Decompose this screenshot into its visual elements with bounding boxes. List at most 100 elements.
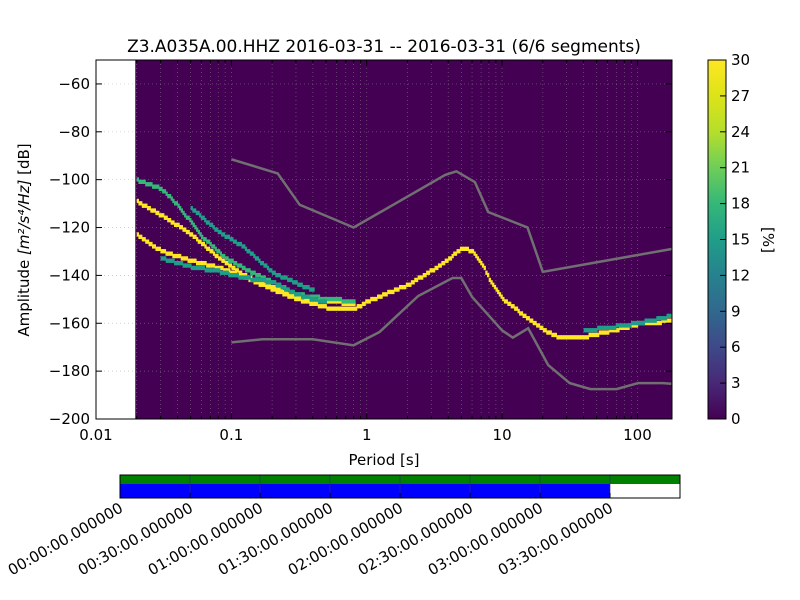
- psd-cell-series-0: [319, 304, 322, 309]
- psd-cell-series-1: [343, 301, 346, 306]
- psd-cell-series-0: [586, 335, 590, 340]
- psd-cell-series-3: [255, 277, 258, 283]
- psd-cell-series-5: [661, 316, 664, 321]
- psd-cell-series-4: [260, 261, 263, 266]
- psd-cell-series-3: [197, 265, 201, 271]
- psd-cell-series-0: [453, 251, 456, 256]
- psd-cell-series-1: [334, 299, 337, 304]
- psd-cell-series-0: [607, 330, 610, 335]
- psd-cell-series-3: [295, 292, 299, 297]
- psd-cell-series-2: [141, 179, 145, 184]
- psd-cell-series-1: [294, 294, 297, 299]
- psd-cell-series-2: [260, 275, 263, 280]
- psd-cell-series-5: [637, 320, 640, 326]
- psd-cell-series-2: [189, 218, 192, 223]
- psd-cell-series-1: [234, 268, 238, 273]
- psd-cell-series-1: [197, 239, 200, 244]
- psd-cell-series-0: [463, 246, 466, 251]
- psd-cell-series-2: [344, 299, 348, 304]
- psd-cell-series-0: [292, 294, 295, 299]
- psd-cell-series-2: [172, 198, 175, 204]
- psd-cell-series-4: [249, 251, 253, 256]
- psd-cell-series-0: [196, 261, 199, 266]
- psd-cell-series-2: [221, 253, 224, 259]
- psd-cell-series-0: [270, 287, 273, 292]
- psd-cell-series-1: [304, 296, 307, 302]
- psd-cell-series-2: [319, 296, 322, 302]
- psd-cell-series-4: [300, 282, 303, 287]
- psd-cell-series-2: [326, 296, 329, 302]
- psd-cell-series-3: [218, 268, 221, 273]
- psd-cell-series-0: [465, 246, 468, 251]
- psd-cell-series-0: [136, 232, 139, 237]
- data-coverage-background: [135, 60, 672, 419]
- psd-cell-series-1: [145, 203, 148, 208]
- psd-cell-series-1: [233, 265, 236, 271]
- psd-cell-series-0: [380, 294, 383, 299]
- psd-cell-series-2: [212, 244, 216, 249]
- psd-cell-series-1: [268, 282, 271, 287]
- psd-cell-series-2: [300, 292, 304, 297]
- psd-cell-series-1: [157, 210, 160, 216]
- psd-cell-series-0: [382, 292, 385, 297]
- psd-cell-series-0: [495, 287, 498, 292]
- psd-cell-series-2: [207, 239, 211, 244]
- psd-cell-series-0: [541, 325, 544, 330]
- psd-cell-series-3: [301, 294, 304, 299]
- psd-cell-series-0: [422, 273, 425, 278]
- psd-cell-series-0: [299, 296, 302, 302]
- psd-cell-series-4: [276, 273, 280, 278]
- psd-cell-series-0: [563, 335, 566, 340]
- psd-cell-series-0: [348, 306, 351, 311]
- psd-cell-series-1: [326, 299, 329, 304]
- psd-cell-series-2: [174, 201, 177, 206]
- psd-cell-series-0: [410, 280, 414, 285]
- psd-cell-series-4: [285, 275, 288, 280]
- psd-cell-series-1: [170, 220, 173, 225]
- psd-cell-series-1: [194, 234, 197, 239]
- psd-cell-series-0: [591, 332, 595, 338]
- psd-cell-series-4: [304, 285, 307, 290]
- psd-cell-series-0: [553, 332, 556, 338]
- psd-cell-series-3: [324, 299, 327, 304]
- psd-cell-series-2: [331, 296, 334, 302]
- psd-cell-series-0: [334, 306, 337, 311]
- psd-cell-series-2: [223, 253, 226, 259]
- psd-cell-series-2: [143, 179, 146, 184]
- psd-cell-series-1: [250, 275, 253, 280]
- psd-cell-series-1: [275, 287, 278, 292]
- psd-cell-series-0: [253, 280, 256, 285]
- psd-cell-series-0: [414, 277, 417, 283]
- coverage-segment-1: [120, 484, 610, 498]
- psd-cell-series-0: [492, 282, 495, 287]
- psd-cell-series-1: [189, 232, 192, 237]
- psd-cell-series-0: [175, 253, 178, 259]
- psd-cell-series-4: [270, 268, 273, 273]
- psd-cell-series-3: [162, 256, 165, 261]
- psd-cell-series-0: [503, 299, 507, 304]
- psd-cell-series-5: [600, 325, 603, 330]
- psd-cell-series-4: [231, 237, 234, 242]
- noise-models: [231, 158, 672, 391]
- psd-cell-series-3: [160, 256, 163, 261]
- chart-title: Z3.A035A.00.HHZ 2016-03-31 -- 2016-03-31…: [127, 37, 641, 57]
- psd-cell-series-1: [152, 208, 155, 213]
- psd-cell-series-5: [646, 318, 649, 323]
- psd-cell-series-2: [238, 263, 241, 268]
- psd-cell-series-0: [192, 258, 195, 263]
- psd-cell-series-0: [500, 294, 503, 299]
- psd-cell-series-0: [451, 253, 454, 259]
- psd-cell-series-0: [441, 261, 444, 266]
- psd-cell-series-0: [168, 251, 172, 256]
- psd-cell-series-4: [244, 246, 248, 251]
- psd-cell-series-4: [261, 261, 264, 266]
- psd-cell-series-0: [585, 335, 588, 340]
- psd-cell-series-0: [554, 332, 557, 338]
- low-noise-model-line: [231, 276, 672, 391]
- psd-cell-series-2: [263, 275, 266, 280]
- psd-cell-series-0: [284, 292, 287, 297]
- psd-cell-series-1: [187, 229, 190, 235]
- psd-cell-series-0: [646, 320, 649, 326]
- psd-cell-series-4: [226, 234, 229, 239]
- psd-cell-series-0: [234, 270, 238, 275]
